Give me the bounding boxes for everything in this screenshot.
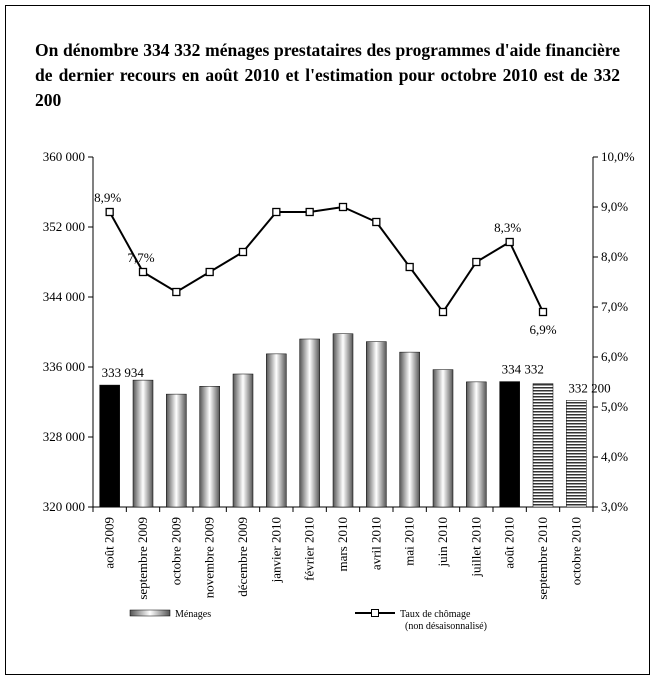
line-marker: [372, 217, 381, 227]
bar-value-label: 332 200: [568, 380, 610, 395]
legend-sublabel: (non désaisonnalisé): [405, 621, 487, 632]
x-tick-label: septembre 2010: [535, 517, 550, 600]
x-tick-label: janvier 2010: [268, 517, 283, 583]
bar: [432, 369, 454, 508]
x-tick-label: juin 2010: [435, 517, 450, 567]
x-tick-label: février 2010: [302, 517, 317, 581]
line-marker: [505, 237, 514, 247]
x-tick-label: mai 2010: [402, 517, 417, 566]
y2-tick-label: 9,0%: [601, 199, 628, 214]
line-marker: [338, 202, 348, 212]
bar-value-label: 333 934: [102, 365, 145, 380]
legend-label: Taux de chômage: [400, 609, 471, 620]
x-tick-label: août 2010: [502, 517, 517, 569]
bar: [232, 373, 254, 508]
line-marker: [305, 207, 314, 217]
x-tick-label: décembre 2009: [235, 517, 250, 597]
line-marker: [172, 287, 181, 297]
bar: [266, 353, 287, 508]
bar: [166, 393, 187, 508]
chart-frame: [5, 5, 650, 675]
x-tick-label: septembre 2009: [135, 517, 150, 600]
legend-swatch: [129, 609, 171, 617]
bar: [132, 379, 154, 508]
bar: [566, 400, 587, 508]
line-marker: [105, 207, 114, 217]
y-tick-label: 336 000: [43, 359, 85, 374]
bar: [366, 341, 387, 508]
bar: [466, 381, 487, 508]
y-tick-label: 328 000: [43, 429, 85, 444]
x-tick-label: octobre 2010: [568, 517, 583, 585]
line-marker: [238, 247, 248, 257]
y2-tick-label: 4,0%: [601, 449, 628, 464]
y2-tick-label: 10,0%: [601, 149, 635, 164]
y2-tick-label: 5,0%: [601, 399, 628, 414]
y-tick-label: 344 000: [43, 289, 85, 304]
bar-value-label: 334 332: [502, 362, 544, 377]
line-marker: [405, 262, 414, 272]
bar: [399, 351, 420, 508]
bar: [332, 333, 354, 508]
bar: [199, 386, 220, 508]
x-tick-label: novembre 2009: [202, 517, 217, 598]
bar: [99, 384, 120, 508]
x-tick-label: octobre 2009: [168, 517, 183, 585]
line-marker: [272, 207, 281, 217]
y-tick-label: 360 000: [43, 149, 85, 164]
line: [108, 205, 544, 314]
y2-tick-label: 6,0%: [601, 349, 628, 364]
bar: [532, 383, 554, 508]
y2-tick-label: 7,0%: [601, 299, 628, 314]
line-marker: [472, 257, 481, 267]
line-value-label: 6,9%: [529, 322, 556, 337]
line-marker: [205, 267, 214, 277]
y2-tick-label: 8,0%: [601, 249, 628, 264]
legend-marker: [371, 609, 379, 617]
x-tick-label: août 2009: [102, 517, 117, 569]
y2-tick-label: 3,0%: [601, 499, 628, 514]
legend-label: Ménages: [175, 609, 211, 620]
line-marker: [438, 307, 448, 317]
chart-title: On dénombre 334 332 ménages prestataires…: [35, 40, 620, 110]
bar: [499, 381, 520, 508]
line-value-label: 7,7%: [127, 250, 154, 265]
line-marker: [138, 267, 148, 277]
line-value-label: 8,9%: [94, 190, 121, 205]
line-marker: [538, 307, 548, 317]
y-tick-label: 320 000: [43, 499, 85, 514]
line-value-label: 8,3%: [494, 220, 521, 235]
x-tick-label: juillet 2010: [468, 517, 483, 578]
y-tick-label: 352 000: [43, 219, 85, 234]
bar: [299, 338, 320, 508]
x-tick-label: avril 2010: [368, 517, 383, 570]
x-tick-label: mars 2010: [335, 517, 350, 572]
